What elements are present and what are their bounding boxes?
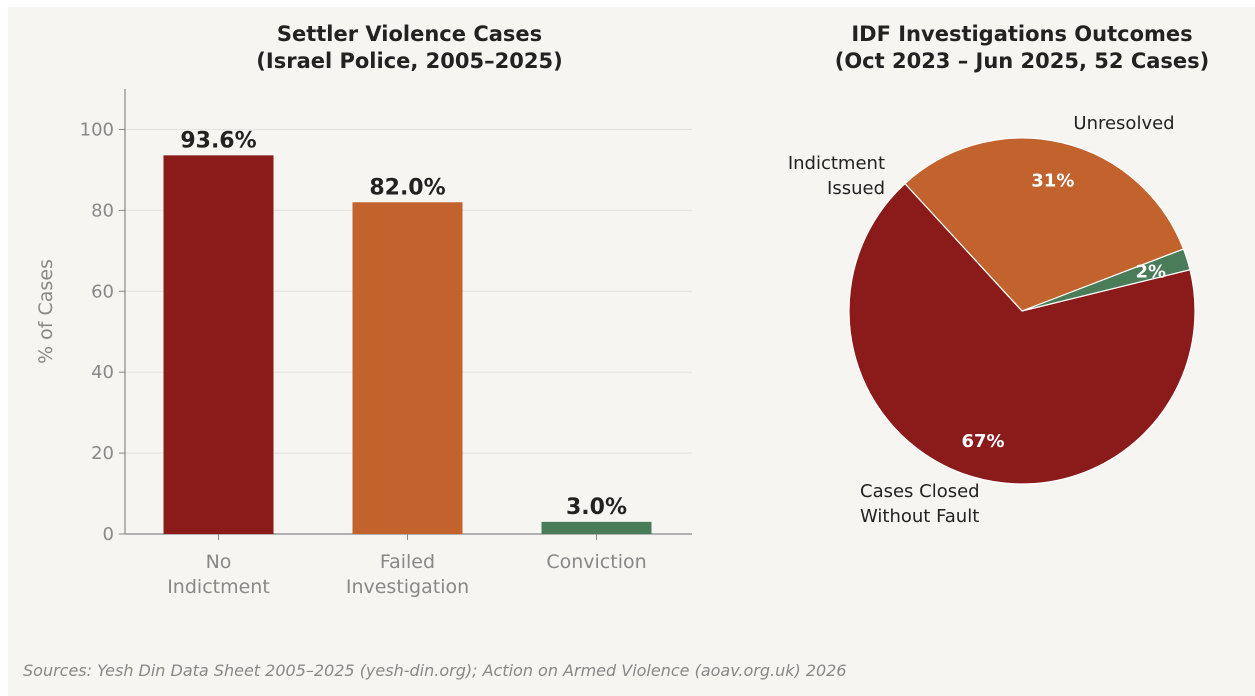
pie-slice-label-2-line-1: Cases Closed <box>860 481 980 502</box>
pie-slice-label-2: Cases Closed Without Fault <box>860 481 980 527</box>
y-tick-label-0: 0 <box>103 524 114 545</box>
pie-pct-label-3: 2% <box>1135 262 1166 283</box>
bar-value-label-3: 3.0% <box>566 495 627 520</box>
pie-chart-title-line-1: IDF Investigations Outcomes <box>851 22 1192 46</box>
pie-slice-label-3: Indictment Issued <box>788 153 885 199</box>
x-tick-label-1-line-1: No <box>206 551 232 573</box>
chart-canvas: 0 20 40 60 80 100 % of Cases 93.6% No Indictment 8… <box>23 22 1209 680</box>
pie-slice-3 <box>1021 248 1191 312</box>
bar-value-label-2: 82.0% <box>369 175 445 200</box>
pie-pct-label-1: 31% <box>1031 171 1074 192</box>
figure: 0 20 40 60 80 100 % of Cases 93.6% No Indictment 8… <box>8 7 1255 696</box>
bar-chart-title: Settler Violence Cases (Israel Police, 20… <box>256 22 562 73</box>
bar-2 <box>352 202 463 535</box>
pie-slice-label-3-line-2: Issued <box>827 178 885 199</box>
pie-slice-label-1-line-1: Unresolved <box>1073 113 1174 134</box>
y-axis-label: % of Cases <box>35 259 57 364</box>
y-tick-label-20: 20 <box>91 443 114 464</box>
pie-pct-label-2: 67% <box>961 431 1004 452</box>
x-tick-label-2: Failed Investigation <box>346 551 469 598</box>
pie-slice-label-2-line-2: Without Fault <box>860 506 979 527</box>
x-tick-label-2-line-1: Failed <box>380 551 435 573</box>
pie-slice-2 <box>848 182 1196 485</box>
bar-value-label-1: 93.6% <box>180 128 256 153</box>
x-tick-label-3: Conviction <box>546 551 646 573</box>
pie-chart-title: IDF Investigations Outcomes (Oct 2023 – J… <box>835 22 1210 73</box>
bar-1 <box>163 155 274 534</box>
pie-slice-label-1: Unresolved <box>1073 113 1174 134</box>
bar-chart: 0 20 40 60 80 100 % of Cases 93.6% No Indictment 8… <box>35 22 692 598</box>
bar-3 <box>541 521 652 534</box>
y-tick-label-60: 60 <box>91 281 114 302</box>
pie-chart: 31% Unresolved 67% Cases Closed Without Faul… <box>788 22 1209 527</box>
y-tick-label-80: 80 <box>91 200 114 221</box>
source-note: Sources: Yesh Din Data Sheet 2005–2025 (… <box>23 661 847 680</box>
pie-chart-title-line-2: (Oct 2023 – Jun 2025, 52 Cases) <box>835 49 1210 73</box>
x-tick-label-3-line-1: Conviction <box>546 551 646 573</box>
y-tick-label-100: 100 <box>80 119 114 140</box>
x-tick-label-1-line-2: Indictment <box>167 576 270 598</box>
pie-slice-1 <box>904 137 1185 312</box>
x-tick-label-1: No Indictment <box>167 551 270 598</box>
x-tick-label-2-line-2: Investigation <box>346 576 469 598</box>
bar-chart-title-line-2: (Israel Police, 2005–2025) <box>256 49 562 73</box>
y-tick-label-40: 40 <box>91 362 114 383</box>
pie-slice-label-3-line-1: Indictment <box>788 153 885 174</box>
bar-chart-title-line-1: Settler Violence Cases <box>277 22 542 46</box>
